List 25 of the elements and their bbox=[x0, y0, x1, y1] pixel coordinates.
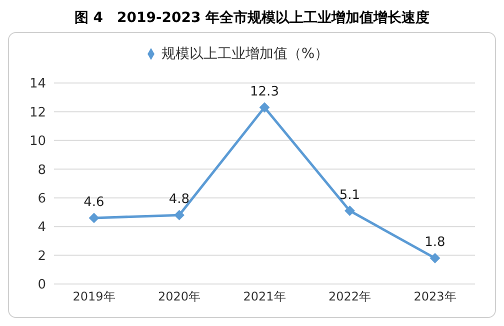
chart-title: 图 4 2019-2023 年全市规模以上工业增加值增长速度 bbox=[73, 8, 431, 28]
y-tick-label: 2 bbox=[38, 248, 46, 264]
x-tick-label: 2019年 bbox=[72, 290, 116, 304]
point bbox=[89, 212, 99, 223]
data-label: 4.8 bbox=[168, 192, 190, 208]
x-tick-label: 2022年 bbox=[328, 290, 372, 304]
y-tick-label: 12 bbox=[29, 105, 46, 120]
data-label: 12.3 bbox=[250, 84, 279, 100]
x-tick-label: 2021年 bbox=[243, 290, 286, 304]
point bbox=[174, 210, 184, 220]
y-tick-label: 0 bbox=[38, 278, 46, 293]
y-tick-label: 6 bbox=[38, 191, 46, 206]
point bbox=[430, 253, 440, 264]
data-label: 4.6 bbox=[84, 194, 104, 210]
point bbox=[260, 102, 270, 112]
legend-label: 规模以上工业增加值（%） bbox=[161, 46, 329, 62]
y-tick-label: 4 bbox=[38, 220, 46, 236]
y-tick-label: 10 bbox=[29, 134, 46, 150]
x-tick-label: 2023年 bbox=[414, 290, 456, 304]
data-label: 5.1 bbox=[339, 188, 360, 203]
data-label: 1.8 bbox=[424, 235, 446, 250]
y-tick-label: 14 bbox=[29, 76, 46, 92]
point bbox=[344, 206, 355, 216]
y-tick-label: 8 bbox=[38, 162, 46, 178]
x-tick-label: 2020年 bbox=[158, 290, 201, 304]
